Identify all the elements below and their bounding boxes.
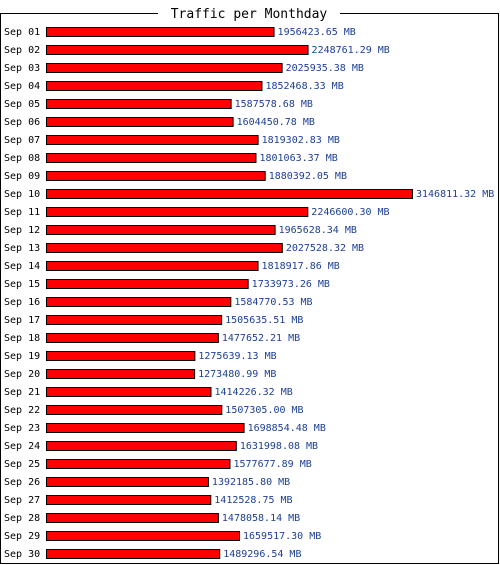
value-label: 1507305.00 MB <box>225 405 303 416</box>
bar <box>46 99 232 109</box>
value-label: 1489296.54 MB <box>223 549 301 560</box>
category-label: Sep 09 <box>4 171 40 182</box>
value-label: 1956423.65 MB <box>278 27 356 38</box>
bar <box>46 333 219 343</box>
bar <box>46 549 221 559</box>
category-label: Sep 24 <box>4 441 40 452</box>
bar <box>46 135 259 145</box>
value-label: 1414226.32 MB <box>214 387 292 398</box>
value-label: 1818917.86 MB <box>262 261 340 272</box>
bar <box>46 495 212 505</box>
category-label: Sep 30 <box>4 549 40 560</box>
category-label: Sep 26 <box>4 477 40 488</box>
value-label: 1801063.37 MB <box>259 153 337 164</box>
category-label: Sep 11 <box>4 207 40 218</box>
title-background <box>158 6 340 21</box>
category-label: Sep 03 <box>4 63 40 74</box>
value-label: 2248761.29 MB <box>312 45 390 56</box>
value-label: 1412528.75 MB <box>214 495 292 506</box>
value-label: 1273480.99 MB <box>198 369 276 380</box>
category-label: Sep 04 <box>4 81 40 92</box>
category-label: Sep 12 <box>4 225 40 236</box>
chart-title: Traffic per Monthday <box>171 7 328 22</box>
value-label: 1965628.34 MB <box>279 225 357 236</box>
category-label: Sep 28 <box>4 513 40 524</box>
bar <box>46 27 275 37</box>
bar <box>46 315 223 325</box>
category-label: Sep 22 <box>4 405 40 416</box>
category-label: Sep 01 <box>4 27 40 38</box>
value-label: 1584770.53 MB <box>234 297 312 308</box>
bar <box>46 153 257 163</box>
value-label: 1477652.21 MB <box>222 333 300 344</box>
category-label: Sep 19 <box>4 351 40 362</box>
bar <box>46 405 223 415</box>
category-label: Sep 29 <box>4 531 40 542</box>
value-label: 2025935.38 MB <box>286 63 364 74</box>
value-label: 1392185.80 MB <box>212 477 290 488</box>
bar <box>46 441 237 451</box>
value-label: 2027528.32 MB <box>286 243 364 254</box>
bar <box>46 261 259 271</box>
bar <box>46 171 266 181</box>
category-label: Sep 13 <box>4 243 40 254</box>
category-label: Sep 23 <box>4 423 40 434</box>
category-label: Sep 14 <box>4 261 40 272</box>
category-label: Sep 17 <box>4 315 40 326</box>
bar <box>46 81 263 91</box>
category-label: Sep 21 <box>4 387 40 398</box>
value-label: 1880392.05 MB <box>269 171 347 182</box>
value-label: 1733973.26 MB <box>252 279 330 290</box>
value-label: 3146811.32 MB <box>416 189 494 200</box>
category-label: Sep 18 <box>4 333 40 344</box>
value-label: 1819302.83 MB <box>262 135 340 146</box>
category-label: Sep 07 <box>4 135 40 146</box>
category-label: Sep 16 <box>4 297 40 308</box>
category-label: Sep 08 <box>4 153 40 164</box>
category-label: Sep 15 <box>4 279 40 290</box>
category-label: Sep 27 <box>4 495 40 506</box>
bar <box>46 351 196 361</box>
bar <box>46 531 241 541</box>
category-label: Sep 20 <box>4 369 40 380</box>
bar <box>46 513 219 523</box>
value-label: 1852468.33 MB <box>265 81 343 92</box>
value-label: 2246600.30 MB <box>311 207 389 218</box>
category-label: Sep 02 <box>4 45 40 56</box>
value-label: 1698854.48 MB <box>248 423 326 434</box>
value-label: 1631998.08 MB <box>240 441 318 452</box>
bar <box>46 189 413 199</box>
bar <box>46 279 249 289</box>
value-label: 1604450.78 MB <box>237 117 315 128</box>
value-label: 1577677.89 MB <box>233 459 311 470</box>
bar <box>46 423 245 433</box>
value-label: 1275639.13 MB <box>198 351 276 362</box>
bar <box>46 477 209 487</box>
bar <box>46 369 196 379</box>
value-label: 1587578.68 MB <box>235 99 313 110</box>
bar <box>46 297 232 307</box>
bar <box>46 63 283 73</box>
bar <box>46 117 234 127</box>
bar-rows: Sep 01 1956423.65 MB Sep 02 2248761.29 MB Se… <box>4 27 494 560</box>
bar <box>46 243 283 253</box>
bar <box>46 387 212 397</box>
value-label: 1659517.30 MB <box>243 531 321 542</box>
bar <box>46 207 309 217</box>
bar <box>46 45 309 55</box>
bar <box>46 459 231 469</box>
category-label: Sep 06 <box>4 117 40 128</box>
bar <box>46 225 276 235</box>
category-label: Sep 10 <box>4 189 40 200</box>
value-label: 1505635.51 MB <box>225 315 303 326</box>
category-label: Sep 25 <box>4 459 40 470</box>
category-label: Sep 05 <box>4 99 40 110</box>
value-label: 1478058.14 MB <box>222 513 300 524</box>
